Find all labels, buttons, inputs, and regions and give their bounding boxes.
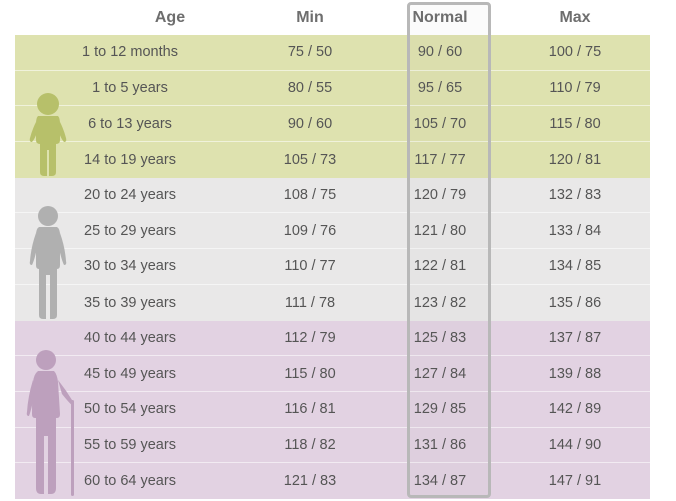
table-row: 6 to 13 years 90 / 60 105 / 70 115 / 80: [15, 106, 650, 142]
table-row: 60 to 64 years 121 / 83 134 / 87 147 / 9…: [15, 463, 650, 499]
table-header: Age Min Normal Max: [0, 0, 676, 35]
cell-min: 121 / 83: [245, 473, 375, 489]
cell-normal: 120 / 79: [375, 187, 505, 203]
cell-max: 147 / 91: [505, 473, 645, 489]
section-senior: 40 to 44 years 112 / 79 125 / 83 137 / 8…: [0, 321, 676, 499]
cell-normal: 123 / 82: [375, 295, 505, 311]
table-row: 25 to 29 years 109 / 76 121 / 80 133 / 8…: [15, 213, 650, 249]
cell-min: 116 / 81: [245, 401, 375, 417]
cell-min: 115 / 80: [245, 366, 375, 382]
cell-normal: 122 / 81: [375, 258, 505, 274]
cell-normal: 127 / 84: [375, 366, 505, 382]
cell-min: 105 / 73: [245, 152, 375, 168]
cell-min: 80 / 55: [245, 80, 375, 96]
table-row: 40 to 44 years 112 / 79 125 / 83 137 / 8…: [15, 321, 650, 357]
cell-age: 60 to 64 years: [15, 473, 245, 489]
section-adult: 20 to 24 years 108 / 75 120 / 79 132 / 8…: [0, 178, 676, 321]
cell-age: 45 to 49 years: [15, 366, 245, 382]
cell-age: 25 to 29 years: [15, 223, 245, 239]
cell-normal: 95 / 65: [375, 80, 505, 96]
cell-age: 40 to 44 years: [15, 330, 245, 346]
cell-max: 133 / 84: [505, 223, 645, 239]
cell-age: 14 to 19 years: [15, 152, 245, 168]
cell-max: 144 / 90: [505, 437, 645, 453]
cell-min: 110 / 77: [245, 258, 375, 274]
cell-max: 139 / 88: [505, 366, 645, 382]
cell-normal: 134 / 87: [375, 473, 505, 489]
table-row: 35 to 39 years 111 / 78 123 / 82 135 / 8…: [15, 285, 650, 321]
table-row: 50 to 54 years 116 / 81 129 / 85 142 / 8…: [15, 392, 650, 428]
cell-max: 132 / 83: [505, 187, 645, 203]
cell-normal: 131 / 86: [375, 437, 505, 453]
table-row: 1 to 12 months 75 / 50 90 / 60 100 / 75: [15, 35, 650, 71]
cell-normal: 105 / 70: [375, 116, 505, 132]
cell-min: 75 / 50: [245, 44, 375, 60]
table-row: 30 to 34 years 110 / 77 122 / 81 134 / 8…: [15, 249, 650, 285]
cell-max: 137 / 87: [505, 330, 645, 346]
cell-min: 108 / 75: [245, 187, 375, 203]
header-min: Min: [245, 9, 375, 27]
cell-max: 100 / 75: [505, 44, 645, 60]
header-max: Max: [505, 9, 645, 27]
cell-normal: 90 / 60: [375, 44, 505, 60]
cell-normal: 129 / 85: [375, 401, 505, 417]
table-row: 55 to 59 years 118 / 82 131 / 86 144 / 9…: [15, 428, 650, 464]
cell-min: 112 / 79: [245, 330, 375, 346]
cell-age: 35 to 39 years: [15, 295, 245, 311]
cell-min: 109 / 76: [245, 223, 375, 239]
section-child: 1 to 12 months 75 / 50 90 / 60 100 / 75 …: [0, 35, 676, 178]
cell-age: 30 to 34 years: [15, 258, 245, 274]
table-row: 45 to 49 years 115 / 80 127 / 84 139 / 8…: [15, 356, 650, 392]
cell-normal: 125 / 83: [375, 330, 505, 346]
cell-normal: 121 / 80: [375, 223, 505, 239]
cell-max: 120 / 81: [505, 152, 645, 168]
cell-normal: 117 / 77: [375, 152, 505, 168]
cell-age: 1 to 5 years: [15, 80, 245, 96]
cell-max: 142 / 89: [505, 401, 645, 417]
table-row: 1 to 5 years 80 / 55 95 / 65 110 / 79: [15, 71, 650, 107]
cell-age: 6 to 13 years: [15, 116, 245, 132]
cell-age: 1 to 12 months: [15, 44, 245, 60]
cell-age: 55 to 59 years: [15, 437, 245, 453]
table-row: 20 to 24 years 108 / 75 120 / 79 132 / 8…: [15, 178, 650, 214]
cell-age: 20 to 24 years: [15, 187, 245, 203]
cell-max: 115 / 80: [505, 116, 645, 132]
header-age: Age: [95, 9, 245, 27]
cell-age: 50 to 54 years: [15, 401, 245, 417]
cell-min: 111 / 78: [245, 295, 375, 311]
header-normal: Normal: [375, 9, 505, 27]
cell-min: 118 / 82: [245, 437, 375, 453]
cell-min: 90 / 60: [245, 116, 375, 132]
table-row: 14 to 19 years 105 / 73 117 / 77 120 / 8…: [15, 142, 650, 178]
cell-max: 134 / 85: [505, 258, 645, 274]
cell-max: 135 / 86: [505, 295, 645, 311]
cell-max: 110 / 79: [505, 80, 645, 96]
